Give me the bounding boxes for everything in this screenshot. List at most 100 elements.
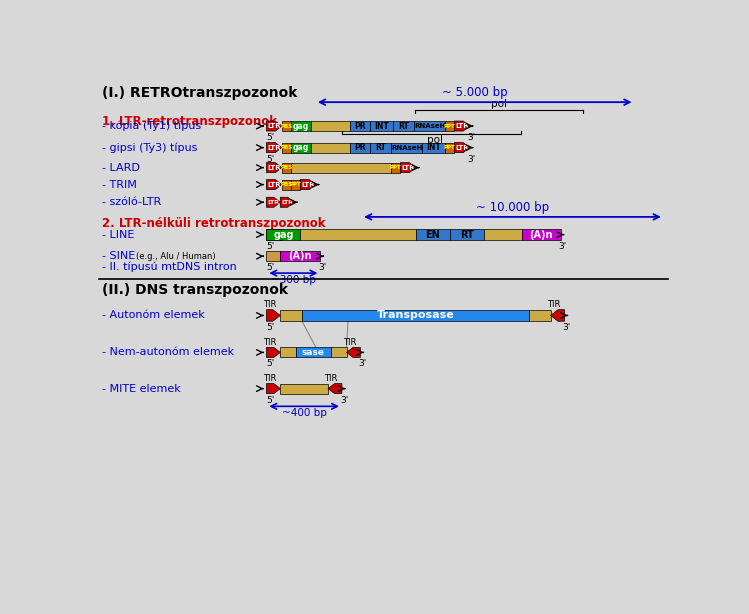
- Text: LTR: LTR: [455, 145, 469, 150]
- Bar: [267, 229, 300, 241]
- Polygon shape: [267, 309, 280, 321]
- Text: TIR: TIR: [547, 300, 560, 309]
- Text: RT: RT: [398, 122, 409, 131]
- Bar: [291, 121, 311, 131]
- Bar: [282, 179, 291, 190]
- Bar: [300, 229, 416, 241]
- Text: TIR: TIR: [263, 300, 276, 309]
- Text: LTR: LTR: [455, 123, 469, 129]
- Text: ~ 5.000 bp: ~ 5.000 bp: [442, 86, 508, 99]
- Bar: [311, 121, 350, 131]
- Text: - LARD: - LARD: [102, 163, 139, 173]
- Bar: [280, 309, 302, 321]
- Text: 3': 3': [358, 359, 366, 368]
- Text: RT: RT: [375, 143, 386, 152]
- Text: - TRIM: - TRIM: [102, 179, 136, 190]
- Text: 1. LTR-retrotranszpozonok: 1. LTR-retrotranszpozonok: [102, 115, 276, 128]
- Text: LTR: LTR: [267, 200, 279, 205]
- Text: LTR: LTR: [301, 182, 315, 187]
- Text: PR: PR: [354, 122, 366, 131]
- Bar: [416, 229, 449, 241]
- Text: PPT: PPT: [290, 182, 302, 187]
- Text: PBS: PBS: [280, 165, 293, 170]
- Polygon shape: [300, 179, 316, 190]
- Bar: [369, 142, 391, 153]
- Text: pol: pol: [491, 99, 507, 109]
- Text: TIR: TIR: [324, 374, 338, 383]
- Text: (I.) RETROtranszpozonok: (I.) RETROtranszpozonok: [102, 86, 297, 100]
- Text: - kópia (Ty1) típus: - kópia (Ty1) típus: [102, 121, 201, 131]
- Text: LTR: LTR: [401, 165, 415, 171]
- Text: pol: pol: [427, 134, 443, 144]
- Text: - gipsi (Ty3) típus: - gipsi (Ty3) típus: [102, 142, 197, 153]
- Bar: [522, 229, 560, 241]
- Polygon shape: [328, 384, 342, 394]
- Bar: [291, 179, 300, 190]
- Text: 3': 3': [559, 243, 567, 251]
- Bar: [280, 251, 321, 261]
- Text: - szóló-LTR: - szóló-LTR: [102, 197, 161, 208]
- Text: LTR: LTR: [267, 182, 281, 187]
- Bar: [414, 121, 445, 131]
- Polygon shape: [455, 121, 470, 131]
- Text: 5': 5': [267, 263, 275, 272]
- Bar: [449, 229, 484, 241]
- Text: ~ 10.000 bp: ~ 10.000 bp: [476, 201, 549, 214]
- Bar: [291, 142, 311, 153]
- Text: ~400 bp: ~400 bp: [282, 408, 327, 418]
- Polygon shape: [347, 348, 360, 357]
- Bar: [282, 121, 291, 131]
- Polygon shape: [267, 348, 280, 357]
- Text: 2. LTR-nélküli retrotranszpozonok: 2. LTR-nélküli retrotranszpozonok: [102, 217, 325, 230]
- Text: sase: sase: [302, 348, 325, 357]
- Bar: [391, 142, 422, 153]
- Text: PPT: PPT: [444, 123, 455, 128]
- Text: LTR: LTR: [267, 165, 281, 171]
- Text: - Autonóm elemek: - Autonóm elemek: [102, 311, 204, 321]
- Text: 5': 5': [267, 243, 275, 251]
- Bar: [369, 121, 392, 131]
- Bar: [296, 348, 331, 357]
- Bar: [280, 348, 296, 357]
- Text: PBS: PBS: [280, 123, 293, 128]
- Text: PBS: PBS: [280, 145, 293, 150]
- Polygon shape: [267, 197, 280, 208]
- Bar: [391, 163, 401, 173]
- Bar: [484, 229, 522, 241]
- Text: (A)n: (A)n: [530, 230, 553, 239]
- Text: TIR: TIR: [343, 338, 357, 347]
- Bar: [282, 163, 291, 173]
- Text: 3': 3': [467, 155, 476, 163]
- Bar: [267, 251, 280, 261]
- Text: TIR: TIR: [263, 374, 276, 383]
- Text: LTR: LTR: [281, 200, 293, 205]
- Text: 3': 3': [467, 133, 476, 142]
- Text: - II. típusú mtDNS intron: - II. típusú mtDNS intron: [102, 262, 237, 272]
- Text: EN: EN: [425, 230, 440, 239]
- Polygon shape: [267, 121, 282, 131]
- Polygon shape: [267, 179, 282, 190]
- Bar: [350, 142, 369, 153]
- Text: 3': 3': [562, 323, 571, 332]
- Text: 5': 5': [267, 359, 275, 368]
- Polygon shape: [267, 163, 282, 173]
- Text: (II.) DNS transzpozonok: (II.) DNS transzpozonok: [102, 283, 288, 297]
- Text: 5': 5': [267, 155, 275, 163]
- Text: - LINE: - LINE: [102, 230, 134, 239]
- Bar: [282, 142, 291, 153]
- Text: (e.g., Alu / Human): (e.g., Alu / Human): [136, 252, 215, 261]
- Text: PR: PR: [354, 143, 366, 152]
- Polygon shape: [280, 197, 294, 208]
- Text: - SINE: - SINE: [102, 251, 135, 261]
- Text: INT: INT: [426, 143, 441, 152]
- Text: PBS: PBS: [280, 182, 293, 187]
- Text: 3': 3': [318, 263, 327, 272]
- Text: RNAseH: RNAseH: [391, 145, 422, 150]
- Bar: [422, 142, 445, 153]
- Text: (A)n: (A)n: [288, 251, 312, 261]
- Bar: [267, 229, 282, 241]
- Bar: [445, 142, 455, 153]
- Text: RNAseH: RNAseH: [414, 123, 446, 129]
- Polygon shape: [267, 384, 280, 394]
- Polygon shape: [401, 163, 416, 173]
